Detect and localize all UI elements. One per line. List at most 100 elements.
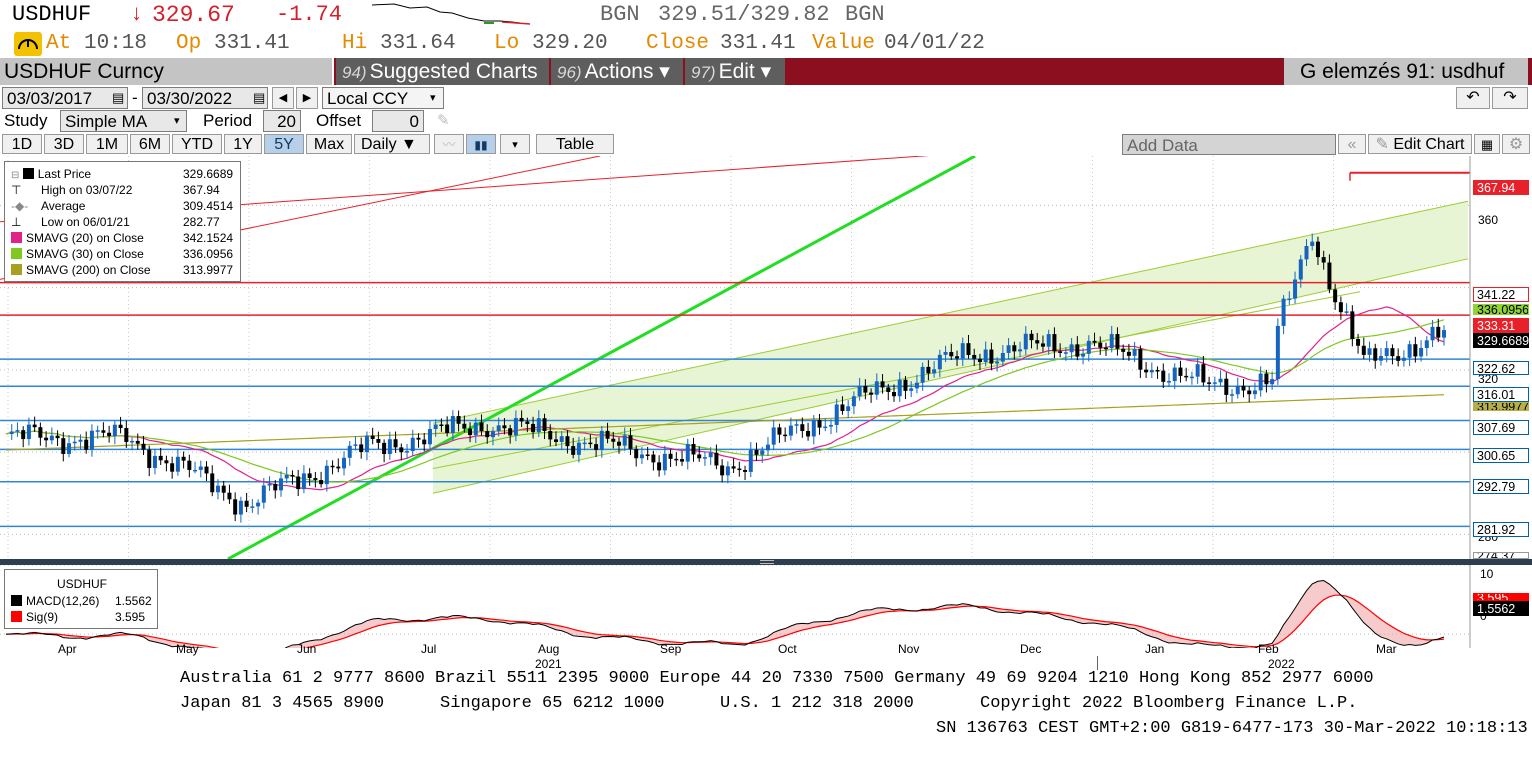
candle-body bbox=[95, 430, 100, 432]
candle-body bbox=[1052, 334, 1057, 352]
chevron-down-icon[interactable]: ▾ bbox=[430, 92, 436, 104]
study-label: Study bbox=[4, 111, 48, 130]
candle-body bbox=[1401, 357, 1406, 361]
level-tag: 367.94 bbox=[1473, 180, 1529, 195]
gear-icon[interactable]: ⚙ bbox=[1502, 134, 1530, 154]
footer-japan: Japan 81 3 4565 8900 bbox=[180, 694, 385, 713]
candle-body bbox=[215, 485, 220, 493]
y-tick-label: 320 bbox=[1478, 372, 1499, 386]
candle-body bbox=[233, 499, 238, 515]
date-range-bar: 03/03/2017 ▤ - 03/30/2022 ▤ ◀ ▶ Local CC… bbox=[0, 86, 1532, 110]
high-label: Hi bbox=[342, 32, 368, 55]
candle-body bbox=[221, 485, 226, 493]
candle-body bbox=[611, 438, 616, 442]
value-date-label: Value bbox=[812, 32, 876, 55]
candle-body bbox=[319, 480, 324, 485]
chart-type-icon[interactable]: ▦ bbox=[1474, 134, 1500, 154]
candle-body bbox=[473, 422, 478, 436]
candle-body bbox=[972, 354, 977, 359]
month-label: Mar bbox=[1376, 642, 1397, 656]
start-date-field[interactable]: 03/03/2017 bbox=[2, 87, 128, 109]
splitter-grip-icon[interactable] bbox=[760, 560, 774, 564]
candle-body bbox=[794, 424, 799, 426]
pencil-icon[interactable]: ✎ bbox=[437, 112, 450, 129]
end-date-field[interactable]: 03/30/2022 bbox=[142, 87, 268, 109]
clock-gauge-icon[interactable] bbox=[14, 32, 42, 56]
candle-body bbox=[382, 442, 387, 455]
macd-chart[interactable] bbox=[0, 565, 1532, 648]
line-chart-icon[interactable]: 〰 bbox=[434, 134, 464, 154]
next-period-button[interactable]: ▶ bbox=[296, 87, 318, 109]
candle-body bbox=[1230, 394, 1235, 396]
candle-body bbox=[1344, 311, 1349, 313]
level-tag: 333.31 bbox=[1473, 318, 1529, 333]
add-data-field[interactable]: Add Data bbox=[1122, 134, 1336, 155]
calendar-icon[interactable]: ▤ bbox=[112, 90, 125, 105]
candle-body bbox=[175, 456, 180, 472]
candle-body bbox=[662, 453, 667, 471]
candle-body bbox=[324, 465, 329, 485]
candle-body bbox=[15, 430, 20, 432]
security-field[interactable]: USDHUF Curncy bbox=[0, 58, 334, 85]
chevron-down-icon[interactable]: ▾ bbox=[174, 115, 180, 127]
actions-menu[interactable]: 96) Actions ▾ bbox=[551, 58, 683, 85]
candle-body bbox=[1298, 259, 1303, 280]
candle-body bbox=[1424, 340, 1429, 349]
candle-body bbox=[1304, 245, 1309, 260]
table-button[interactable]: Table bbox=[536, 134, 614, 154]
close-label: Close bbox=[646, 32, 710, 55]
range-1m-button[interactable]: 1M bbox=[86, 134, 128, 154]
undo-button[interactable]: ↶ bbox=[1456, 87, 1490, 109]
redo-button[interactable]: ↷ bbox=[1492, 87, 1528, 109]
candle-body bbox=[1184, 375, 1189, 378]
net-change: -1.74 bbox=[276, 2, 343, 27]
month-label: Apr bbox=[58, 642, 77, 656]
range-1y-button[interactable]: 1Y bbox=[224, 134, 262, 154]
candle-body bbox=[708, 452, 713, 458]
candle-body bbox=[1224, 378, 1229, 395]
candle-body bbox=[668, 453, 673, 459]
period-input[interactable]: 20 bbox=[263, 110, 301, 132]
legend-macd: MACD(12,26) 1.5562 bbox=[11, 593, 152, 609]
range-6m-button[interactable]: 6M bbox=[130, 134, 170, 154]
price-chart[interactable] bbox=[0, 156, 1532, 559]
frequency-select[interactable]: Daily ▼ bbox=[354, 134, 430, 154]
candle-body bbox=[193, 469, 198, 472]
candle-body bbox=[124, 428, 129, 442]
candle-body bbox=[1264, 373, 1269, 385]
candle-body bbox=[1023, 333, 1028, 350]
candle-chart-icon[interactable]: ▮▮ bbox=[466, 134, 496, 154]
candle-body bbox=[920, 366, 925, 383]
calendar-icon[interactable]: ▤ bbox=[253, 90, 266, 105]
candle-body bbox=[399, 447, 404, 453]
collapse-icon[interactable]: « bbox=[1338, 134, 1366, 154]
panel-splitter[interactable] bbox=[0, 559, 1532, 565]
candle-body bbox=[513, 418, 518, 436]
edit-chart-button[interactable]: ✎ Edit Chart bbox=[1368, 134, 1472, 154]
legend-average: -◆- Average 309.4514 bbox=[11, 199, 234, 213]
range-5y-button[interactable]: 5Y bbox=[264, 134, 304, 154]
range-ytd-button[interactable]: YTD bbox=[172, 134, 222, 154]
sma-200-line bbox=[5, 394, 1445, 451]
edit-menu[interactable]: 97) Edit ▾ bbox=[685, 58, 785, 85]
study-select[interactable]: Simple MA bbox=[60, 110, 187, 132]
ticker[interactable]: USDHUF bbox=[12, 2, 92, 27]
offset-input[interactable]: 0 bbox=[372, 110, 424, 132]
candle-body bbox=[874, 381, 879, 395]
candle-body bbox=[754, 449, 759, 455]
candle-body bbox=[955, 356, 960, 359]
range-1d-button[interactable]: 1D bbox=[2, 134, 42, 154]
range-max-button[interactable]: Max bbox=[306, 134, 352, 154]
currency-select[interactable]: Local CCY bbox=[322, 87, 444, 109]
candle-body bbox=[783, 434, 788, 437]
candle-body bbox=[147, 449, 152, 468]
prev-period-button[interactable]: ◀ bbox=[272, 87, 294, 109]
month-label: Sep bbox=[660, 642, 682, 656]
chevron-down-icon[interactable]: ▾ bbox=[500, 134, 530, 154]
quote-stats: At 10:18 Op 331.41 Hi 331.64 Lo 329.20 C… bbox=[0, 31, 1532, 57]
range-3d-button[interactable]: 3D bbox=[44, 134, 84, 154]
candle-body bbox=[410, 437, 415, 452]
candle-body bbox=[353, 444, 358, 446]
suggested-charts-menu[interactable]: 94) Suggested Charts bbox=[336, 58, 549, 85]
level-tag: 336.0956 bbox=[1473, 304, 1529, 315]
